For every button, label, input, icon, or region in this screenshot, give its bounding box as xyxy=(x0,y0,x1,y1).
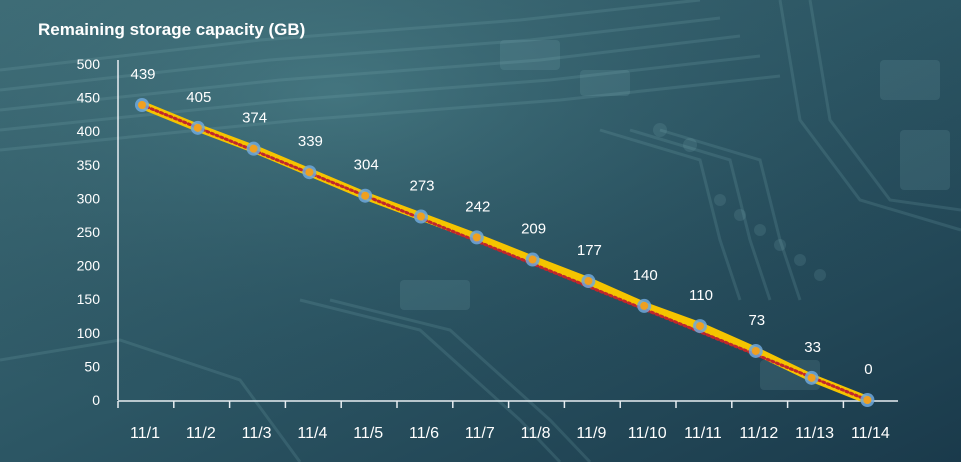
data-point-marker xyxy=(528,255,537,264)
x-tick-label: 11/11 xyxy=(684,425,722,442)
y-tick-label: 50 xyxy=(84,358,100,374)
data-point-marker xyxy=(640,301,649,310)
y-tick-label: 150 xyxy=(77,291,101,307)
data-point-marker xyxy=(193,123,202,132)
x-axis-ticks: 11/1 11/2 11/3 11/4 11/5 11/6 11/7 11/8 11/9 11/1… xyxy=(117,401,890,442)
x-tick-label: 11/14 xyxy=(851,425,890,442)
data-label: 242 xyxy=(465,198,490,215)
y-tick-label: 350 xyxy=(77,157,101,173)
data-point-marker xyxy=(305,168,314,177)
data-point-marker xyxy=(584,277,593,286)
data-label: 110 xyxy=(689,287,713,304)
x-tick-label: 11/5 xyxy=(353,425,383,442)
data-label: 374 xyxy=(242,110,267,127)
data-point-marker xyxy=(696,322,704,331)
data-point-marker xyxy=(807,373,816,382)
x-tick-label: 11/3 xyxy=(242,425,272,442)
data-label: 177 xyxy=(577,242,602,259)
y-tick-label: 250 xyxy=(77,224,101,240)
data-label: 73 xyxy=(748,312,765,329)
y-axis-ticks: 0 50 100 150 200 250 300 350 400 450 500 xyxy=(77,56,101,408)
x-tick-label: 11/7 xyxy=(465,425,495,442)
data-label: 33 xyxy=(804,339,821,356)
trend-line xyxy=(140,103,869,402)
circuit-pads xyxy=(400,40,950,390)
y-tick-label: 300 xyxy=(77,190,101,206)
y-tick-label: 450 xyxy=(77,90,101,106)
data-label: 405 xyxy=(186,89,211,106)
y-tick-label: 100 xyxy=(77,325,101,341)
data-label: 209 xyxy=(521,221,546,238)
data-point-marker xyxy=(751,346,760,355)
y-tick-label: 400 xyxy=(77,123,101,139)
x-tick-label: 11/1 xyxy=(130,425,160,442)
y-tick-label: 0 xyxy=(92,392,100,408)
x-tick-label: 11/13 xyxy=(795,425,834,442)
data-label: 339 xyxy=(298,133,323,150)
data-label: 0 xyxy=(864,361,872,378)
data-point-marker xyxy=(472,233,481,242)
x-tick-label: 11/4 xyxy=(297,425,327,442)
x-tick-label: 11/8 xyxy=(521,425,551,442)
x-tick-label: 11/10 xyxy=(628,425,667,442)
data-point-marker xyxy=(138,100,146,109)
data-point-marker xyxy=(417,212,425,221)
x-tick-label: 11/2 xyxy=(186,425,216,442)
x-tick-label: 11/9 xyxy=(576,425,606,442)
data-point-marker xyxy=(361,191,370,200)
x-tick-label: 11/6 xyxy=(409,425,439,442)
data-label: 304 xyxy=(354,157,379,174)
series-layer xyxy=(135,97,875,407)
data-label: 140 xyxy=(633,267,658,284)
data-point-marker xyxy=(863,396,872,404)
y-tick-label: 500 xyxy=(77,56,101,72)
x-tick-label: 11/12 xyxy=(739,425,778,442)
data-label: 273 xyxy=(409,178,434,195)
data-labels: 439 405 374 339 304 273 242 209 177 140 110 73 33 0 xyxy=(130,66,872,378)
chart-title: Remaining storage capacity (GB) xyxy=(38,20,305,39)
y-tick-label: 200 xyxy=(77,258,101,274)
data-label: 439 xyxy=(130,66,155,83)
data-point-marker xyxy=(249,144,258,153)
